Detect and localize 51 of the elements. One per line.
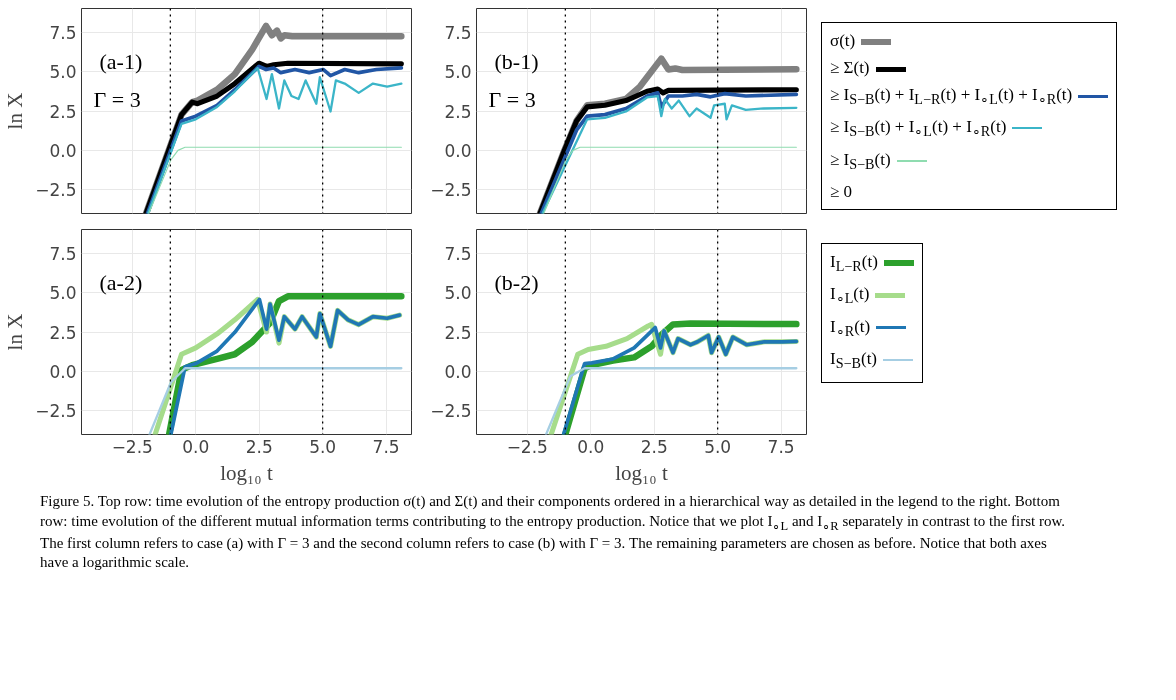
x-tick-label: 5.0 xyxy=(704,436,732,457)
x-tick-label: 7.5 xyxy=(372,436,400,457)
y-tick-label: 7.5 xyxy=(444,243,472,264)
x-tick-label: 5.0 xyxy=(309,436,337,457)
y-tick-label: 0.0 xyxy=(444,361,472,382)
y-tick-label: 2.5 xyxy=(444,101,472,122)
y-tick-label: 0.0 xyxy=(49,140,77,161)
text: ≥ 0 xyxy=(830,181,854,204)
y-tick-label: 5.0 xyxy=(49,283,77,304)
y-tick-label: 7.5 xyxy=(444,22,472,43)
y-tick-label: 2.5 xyxy=(49,322,77,343)
y-tick-label: 2.5 xyxy=(49,101,77,122)
x-axis-title: log₁₀ t xyxy=(615,460,668,485)
y-axis-title: ln X xyxy=(3,313,28,351)
legend-label: I$_{S−B}$(t) xyxy=(830,348,879,374)
annotation: (a-1) xyxy=(99,48,143,74)
y-tick-label: −2.5 xyxy=(430,180,472,201)
x-tick-label: 0.0 xyxy=(182,436,210,457)
y-tick-label: 7.5 xyxy=(49,243,77,264)
y-axis-title: ln X xyxy=(3,92,28,130)
y-tick-label: −2.5 xyxy=(430,401,472,422)
y-tick-label: 0.0 xyxy=(444,140,472,161)
y-tick-label: −2.5 xyxy=(35,180,77,201)
text: ≥ I$_{S−B}$(t) + I$_{L−R}$(t) + I$_{∘L}$(t) + I$_{∘R}$(t) xyxy=(830,85,1073,108)
legend-label: I$_{L−R}$(t) xyxy=(830,251,879,277)
y-tick-label: −2.5 xyxy=(35,401,77,422)
y-tick-label: 2.5 xyxy=(444,322,472,343)
annotation: Γ = 3 xyxy=(488,86,536,112)
y-tick-label: 5.0 xyxy=(444,62,472,83)
annotation: (a-2) xyxy=(99,269,143,295)
y-tick-label: 5.0 xyxy=(49,62,77,83)
legend-label: I$_{∘L}$(t) xyxy=(830,283,871,309)
x-axis-title: log₁₀ t xyxy=(220,460,273,485)
x-tick-label: 2.5 xyxy=(245,436,273,457)
annotation: (b-1) xyxy=(494,48,539,74)
y-tick-label: 0.0 xyxy=(49,361,77,382)
annotation: Γ = 3 xyxy=(93,86,141,112)
x-tick-label: 0.0 xyxy=(577,436,605,457)
legend-label: ≥ I$_{S−B}$(t) + I$_{∘L}$(t) + I$_{∘R}$(t) xyxy=(830,116,1008,142)
x-tick-label: −2.5 xyxy=(506,436,548,457)
x-tick-label: 2.5 xyxy=(640,436,668,457)
legend-label: ≥ I$_{S−B}$(t) xyxy=(830,148,892,175)
y-tick-label: 5.0 xyxy=(444,283,472,304)
x-tick-label: 7.5 xyxy=(767,436,795,457)
legend-label: ≥ Σ(t) xyxy=(830,57,871,79)
caption: Figure 5. Top row: time evolution of the entropy production σ(t) and Σ(t) and their components ordered in a hierarchical way as detailed in the legend to the right. Bottom row: time evolution of the different mutual information terms contributing to the entropy production. Notice that we plot I$_{∘L}$ and I$_{∘R}$ separately in contrast to the first row. The first column refers to case (a) with Γ = 3 and the second column refers to case (b) with Γ = 3. The remaining parameters are chosen as before. Notice that both axes have a logarithmic scale. xyxy=(40,492,1067,573)
annotation: (b-2) xyxy=(494,269,539,295)
x-tick-label: −2.5 xyxy=(111,436,153,457)
legend-label: I$_{∘R}$(t) xyxy=(830,315,872,342)
legend-label: σ(t) xyxy=(830,30,857,52)
y-tick-label: 7.5 xyxy=(49,22,77,43)
